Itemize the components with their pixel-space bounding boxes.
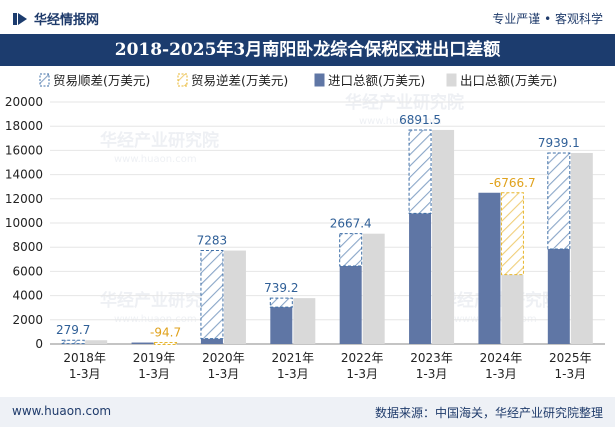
x-tick-label: 2020年 1-3月 xyxy=(202,351,245,381)
y-tick-label: 12000 xyxy=(5,192,43,206)
chart-title: 2018-2025年3月南阳卧龙综合保税区进出口差额 xyxy=(0,34,615,66)
bar-data-label: 7283 xyxy=(197,234,228,248)
x-tick-line: 2024年 xyxy=(480,351,523,365)
watermark-url: www.huaon.com xyxy=(114,154,197,165)
legend: 贸易顺差(万美元) 贸易逆差(万美元) 进口总额(万美元) 出口总额(万美元) xyxy=(39,73,557,88)
legend-swatch xyxy=(446,73,457,87)
bar-chart: 华经产业研究院www.huaon.com华经产业研究院www.huaon.com… xyxy=(5,73,605,381)
y-tick-label: 10000 xyxy=(5,216,43,230)
bar-trade-deficit xyxy=(500,192,524,276)
bar-trade-surplus xyxy=(200,250,224,340)
bar-imports xyxy=(200,338,223,344)
x-tick-line: 1-3月 xyxy=(69,367,101,381)
x-tick-line: 2025年 xyxy=(549,351,592,365)
bar-data-label: 6891.5 xyxy=(399,113,441,127)
bar-data-label: -6766.7 xyxy=(489,176,535,190)
x-tick-label: 2019年 1-3月 xyxy=(133,351,176,381)
brand-name: 华经情报网 xyxy=(34,13,100,28)
x-tick-label: 2021年 1-3月 xyxy=(272,351,315,381)
x-tick-label: 2025年 1-3月 xyxy=(549,351,592,381)
bar-exports xyxy=(362,233,385,344)
logo-icon xyxy=(13,12,27,25)
x-tick-line: 1-3月 xyxy=(208,367,240,381)
x-tick-line: 2021年 xyxy=(272,351,315,365)
bars: 279.7 -94.7 7283 739.2 2667.4 6891.5 -6766.7 79… xyxy=(56,113,593,346)
watermark-url: www.huaon.com xyxy=(359,116,442,127)
bar-imports xyxy=(478,192,501,344)
bar-data-label: 739.2 xyxy=(264,281,298,295)
bar-imports xyxy=(409,213,432,344)
bar-exports xyxy=(570,152,593,344)
y-axis: 0 2000 4000 6000 8000 10000 12000 14000 16000 180… xyxy=(5,95,605,351)
bar-trade-surplus xyxy=(547,152,571,250)
footer: www.huaon.com 数据来源：中国海关，华经产业研究院整理 xyxy=(0,397,615,427)
bar-exports xyxy=(85,340,108,344)
y-tick-label: 16000 xyxy=(5,143,43,157)
x-tick-label: 2018年 1-3月 xyxy=(63,351,106,381)
bar-trade-surplus xyxy=(339,233,363,267)
x-tick-line: 1-3月 xyxy=(485,367,517,381)
watermark-text: 华经产业研究院 xyxy=(100,130,219,151)
y-tick-label: 4000 xyxy=(12,289,43,303)
bar-imports xyxy=(270,307,293,344)
bar-data-label: 279.7 xyxy=(56,323,90,337)
legend-label: 出口总额(万美元) xyxy=(460,73,557,88)
legend-label: 进口总额(万美元) xyxy=(328,73,425,88)
bar-trade-surplus xyxy=(61,339,85,345)
y-tick-label: 18000 xyxy=(5,119,43,133)
x-tick-line: 2023年 xyxy=(410,351,453,365)
bar-data-label: -94.7 xyxy=(150,326,181,340)
footer-website: www.huaon.com xyxy=(12,404,112,418)
bar-exports xyxy=(293,298,316,344)
x-tick-line: 1-3月 xyxy=(138,367,170,381)
bar-trade-deficit xyxy=(154,342,178,346)
bar-trade-surplus xyxy=(269,297,293,308)
x-tick-line: 1-3月 xyxy=(346,367,378,381)
y-tick-label: 0 xyxy=(35,337,43,351)
bar-imports xyxy=(131,342,154,344)
x-tick-label: 2024年 1-3月 xyxy=(480,351,523,381)
bar-data-label: 7939.1 xyxy=(538,136,580,150)
legend-swatch xyxy=(177,73,188,87)
legend-label: 贸易顺差(万美元) xyxy=(53,73,150,88)
y-tick-label: 20000 xyxy=(5,95,43,109)
bar-exports xyxy=(223,250,246,344)
bar-imports xyxy=(339,265,362,344)
y-tick-label: 2000 xyxy=(12,313,43,327)
legend-swatch xyxy=(39,73,50,87)
y-tick-label: 8000 xyxy=(12,240,43,254)
bar-exports xyxy=(432,129,455,344)
slogan: 专业严谨 • 客观科学 xyxy=(492,12,603,26)
bar-imports xyxy=(547,249,570,344)
x-tick-line: 2022年 xyxy=(341,351,384,365)
footer-source: 数据来源：中国海关，华经产业研究院整理 xyxy=(374,406,603,420)
y-tick-label: 14000 xyxy=(5,168,43,182)
y-tick-label: 6000 xyxy=(12,264,43,278)
bar-data-label: 2667.4 xyxy=(330,217,372,231)
x-tick-label: 2022年 1-3月 xyxy=(341,351,384,381)
legend-label: 贸易逆差(万美元) xyxy=(191,73,288,88)
x-tick-line: 2018年 xyxy=(63,351,106,365)
x-tick-label: 2023年 1-3月 xyxy=(410,351,453,381)
x-tick-line: 2020年 xyxy=(202,351,245,365)
x-tick-line: 1-3月 xyxy=(416,367,448,381)
bar-trade-surplus xyxy=(408,129,432,214)
brand: 华经情报网 xyxy=(12,9,99,28)
legend-swatch xyxy=(314,73,325,87)
x-tick-line: 1-3月 xyxy=(555,367,587,381)
x-tick-line: 2019年 xyxy=(133,351,176,365)
top-bar: 华经情报网 专业严谨 • 客观科学 xyxy=(0,0,615,34)
x-tick-line: 1-3月 xyxy=(277,367,309,381)
bar-exports xyxy=(501,274,524,344)
